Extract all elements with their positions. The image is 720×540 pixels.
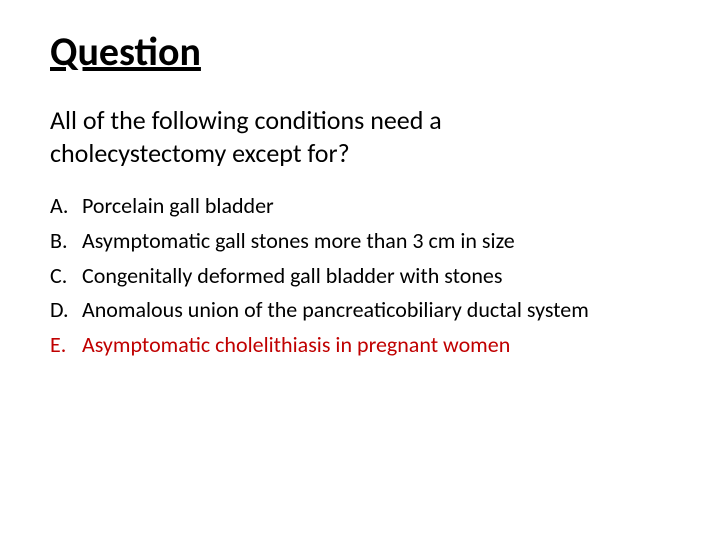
option-letter: A. [50,191,82,222]
option-letter: E. [50,330,82,361]
option-c: C. Congenitally deformed gall bladder wi… [50,261,670,292]
option-b: B. Asymptomatic gall stones more than 3 … [50,226,670,257]
question-stem: All of the following conditions need a c… [50,104,610,169]
option-d: D. Anomalous union of the pancreaticobil… [50,295,670,326]
option-text: Porcelain gall bladder [82,191,670,222]
option-letter: C. [50,261,82,292]
option-text: Congenitally deformed gall bladder with … [82,261,670,292]
option-e: E. Asymptomatic cholelithiasis in pregna… [50,330,670,361]
option-text: Asymptomatic cholelithiasis in pregnant … [82,330,670,361]
option-text: Anomalous union of the pancreaticobiliar… [82,295,670,326]
option-letter: D. [50,295,82,326]
option-letter: B. [50,226,82,257]
options-list: A. Porcelain gall bladder B. Asymptomati… [50,191,670,361]
slide-title: Question [50,30,670,74]
slide: Question All of the following conditions… [0,0,720,540]
option-a: A. Porcelain gall bladder [50,191,670,222]
option-text: Asymptomatic gall stones more than 3 cm … [82,226,670,257]
